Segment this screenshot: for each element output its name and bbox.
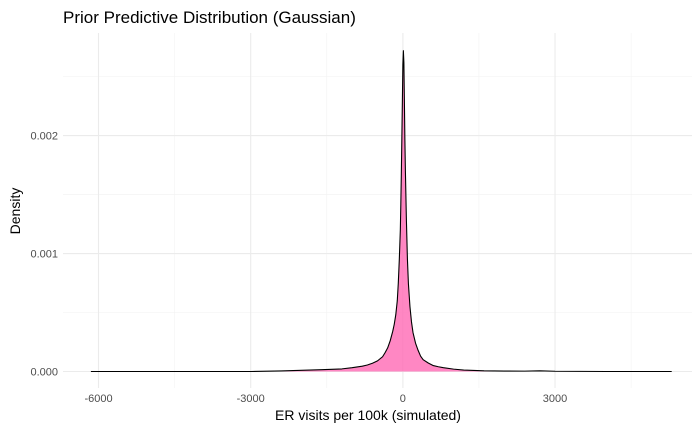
y-tick-label: 0.001 xyxy=(30,249,58,261)
chart-title: Prior Predictive Distribution (Gaussian) xyxy=(63,8,356,27)
x-tick-label: 3000 xyxy=(543,393,567,405)
x-tick-label: 0 xyxy=(400,393,406,405)
y-tick-label: 0.000 xyxy=(30,366,58,378)
x-axis-title: ER visits per 100k (simulated) xyxy=(275,407,461,423)
x-tick-label: -6000 xyxy=(84,393,112,405)
x-tick-label: -3000 xyxy=(237,393,265,405)
y-axis-title: Density xyxy=(7,188,23,235)
y-tick-label: 0.002 xyxy=(30,131,58,143)
